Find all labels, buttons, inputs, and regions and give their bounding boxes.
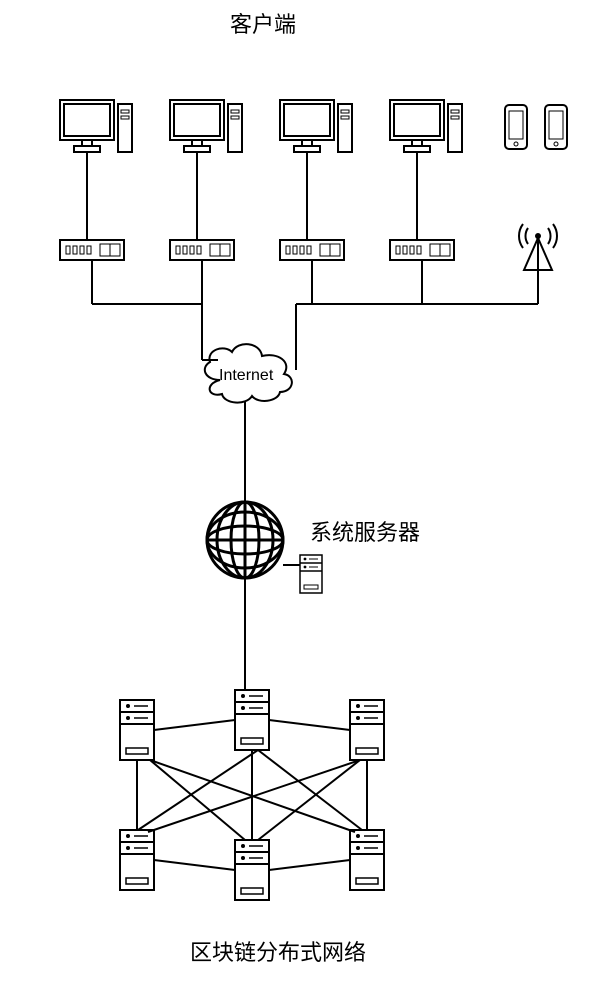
phone-1 bbox=[505, 105, 527, 149]
system-server-label: 系统服务器 bbox=[310, 520, 420, 545]
bc-x1 bbox=[150, 760, 245, 840]
bc-node-top-1 bbox=[120, 700, 154, 760]
desktop-3 bbox=[280, 100, 352, 152]
modem-1 bbox=[60, 240, 124, 260]
bc-node-top-2 bbox=[235, 690, 269, 750]
bc-node-bot-3 bbox=[350, 830, 384, 890]
bc-node-top-3 bbox=[350, 700, 384, 760]
desktop-1 bbox=[60, 100, 132, 152]
bc-bot-h1 bbox=[154, 860, 235, 870]
bc-node-bot-1 bbox=[120, 830, 154, 890]
phone-2 bbox=[545, 105, 567, 149]
blockchain-title: 区块链分布式网络 bbox=[190, 940, 366, 965]
bc-node-bot-2 bbox=[235, 840, 269, 900]
modem-4 bbox=[390, 240, 454, 260]
desktop-2 bbox=[170, 100, 242, 152]
clients-title: 客户端 bbox=[230, 12, 296, 37]
modem-3 bbox=[280, 240, 344, 260]
globe-icon-instance bbox=[207, 502, 283, 578]
bc-top-h1 bbox=[154, 720, 235, 730]
bc-top-h2 bbox=[269, 720, 350, 730]
bc-bot-h2 bbox=[269, 860, 350, 870]
wireless-antenna bbox=[519, 224, 557, 270]
internet-label: Internet bbox=[219, 367, 274, 384]
system-server-box bbox=[300, 555, 322, 593]
desktop-4 bbox=[390, 100, 462, 152]
modem-2 bbox=[170, 240, 234, 260]
